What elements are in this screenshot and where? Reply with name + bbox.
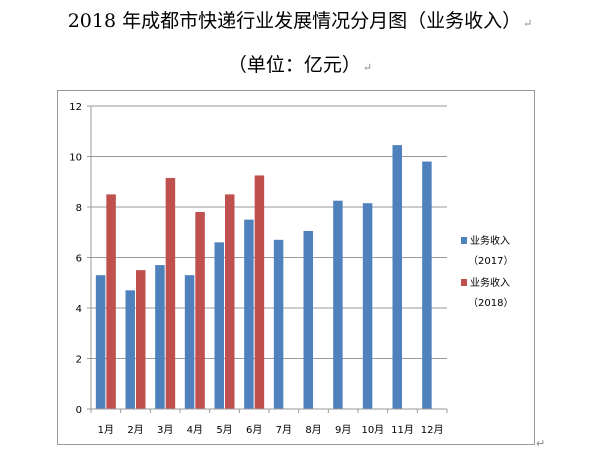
bar-业务收入（2017） [303,230,313,409]
axes: 0 2 4 6 8 10 12 1月 2月 3月 4月 5月 6月 7月 8月 9月 10月 11月 12月 [69,102,448,436]
x-tick-label: 10月 [361,424,384,436]
chart-subtitle-text: （单位：亿元） [227,54,361,76]
legend-label: 业务收入 [470,234,510,247]
x-tick-label: 2月 [127,424,143,436]
bar-业务收入（2018） [106,194,116,409]
paragraph-mark-icon: ↵ [536,437,546,450]
y-tick-label: 4 [76,304,82,315]
x-tick-label: 5月 [216,424,232,436]
bar-业务收入（2018） [195,212,205,409]
bar-业务收入（2018） [165,177,176,409]
y-tick-label: 2 [76,355,82,366]
x-tick-label: 8月 [305,424,321,436]
chart-title-text: 2018 年成都市快递行业发展情况分月图（业务收入） [67,10,522,32]
bar-业务收入（2017） [273,239,284,409]
x-tick-label: 4月 [187,424,203,436]
x-tick-label: 3月 [157,424,173,436]
legend-label: （2018） [468,297,513,309]
legend-label: 业务收入 [470,276,510,289]
legend-label: （2017） [468,255,513,267]
x-tick-label: 6月 [246,424,262,436]
chart-subtitle: （单位：亿元） ↵ [0,50,600,77]
bar-业务收入（2017） [214,242,224,409]
legend-swatch [461,279,467,286]
x-tick-label: 12月 [421,424,444,436]
bar-业务收入（2018） [136,270,146,409]
y-tick-label: 6 [76,254,82,265]
y-tick-label: 0 [76,405,82,416]
legend: 业务收入 （2017） 业务收入 （2018） [461,234,513,309]
y-tick-label: 8 [76,203,82,214]
y-tick-label: 10 [69,153,82,164]
bar-业务收入（2018） [254,175,265,409]
bar-业务收入（2017） [244,219,254,409]
gridlines [91,105,447,359]
paragraph-mark-icon: ↵ [523,17,533,30]
bars [95,145,432,409]
bar-业务收入（2017） [333,200,343,409]
bar-业务收入（2017） [155,265,165,409]
bar-业务收入（2017） [95,275,106,409]
x-tick-label: 1月 [98,424,114,436]
legend-swatch [461,237,467,244]
bar-业务收入（2017） [362,203,373,409]
bar-业务收入（2017） [184,275,195,409]
paragraph-mark-icon: ↵ [362,61,373,74]
chart-frame [57,90,535,445]
y-tick-label: 12 [69,102,82,113]
bar-业务收入（2017） [422,161,432,409]
bar-业务收入（2018） [225,194,235,409]
x-tick-label: 9月 [335,424,351,436]
chart-title: 2018 年成都市快递行业发展情况分月图（业务收入） ↵ [0,6,600,33]
bar-业务收入（2017） [125,290,135,409]
bar-业务收入（2017） [392,145,402,409]
x-tick-label: 11月 [391,424,414,436]
x-tick-label: 7月 [276,424,292,436]
